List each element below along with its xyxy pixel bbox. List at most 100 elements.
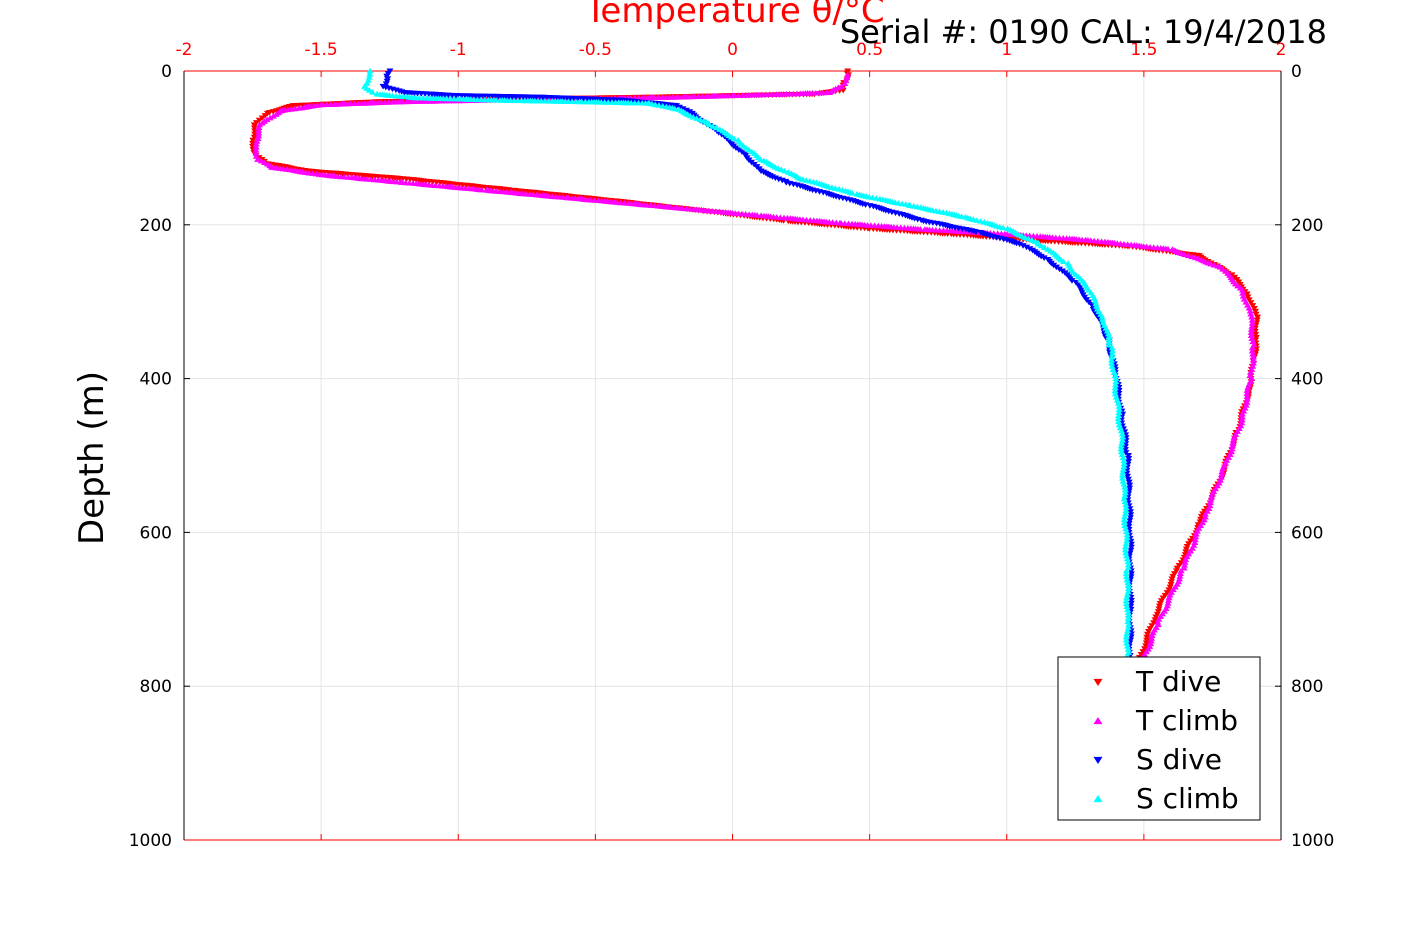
legend-label: S climb (1136, 782, 1239, 815)
data-point (1176, 573, 1184, 579)
data-point (1137, 652, 1145, 658)
x-ticks: -2 -1.5 -1 -0.5 0 0.5 1 1.5 2 (176, 40, 1287, 60)
data-point (1120, 480, 1128, 487)
data-point (249, 140, 257, 147)
data-point (1125, 621, 1133, 628)
data-point (1247, 310, 1255, 317)
data-point (1125, 582, 1133, 589)
data-point (1119, 466, 1127, 472)
data-point (672, 103, 680, 109)
data-point (1139, 649, 1147, 655)
data-point (1176, 570, 1184, 576)
data-point (1217, 474, 1225, 480)
data-point (682, 107, 690, 114)
data-point (1249, 353, 1257, 360)
data-point (848, 190, 856, 196)
data-point (1253, 317, 1261, 324)
data-point (1108, 344, 1116, 351)
y-tick-label-left: 0 (161, 62, 172, 82)
data-point (255, 124, 263, 131)
data-point (999, 224, 1007, 231)
data-point (1055, 266, 1063, 273)
data-point (1229, 439, 1237, 446)
data-point (1249, 303, 1257, 309)
data-point (1150, 620, 1158, 626)
data-point (1124, 615, 1132, 622)
data-point (1148, 623, 1156, 629)
data-point (1247, 329, 1255, 335)
data-point (1125, 524, 1133, 530)
data-point (1121, 522, 1129, 529)
data-point (1123, 652, 1131, 658)
data-point (1123, 470, 1131, 477)
data-point (843, 74, 851, 81)
y-ticks: 0 0 200 200 400 400 600 600 800 800 1000 1000 (129, 62, 1335, 851)
data-point (1146, 626, 1154, 632)
data-point (1124, 624, 1132, 631)
data-point (1247, 332, 1255, 338)
data-point (1252, 334, 1260, 341)
data-point (709, 123, 717, 129)
data-point (1105, 333, 1113, 340)
data-point (1247, 369, 1255, 375)
data-point (1218, 471, 1226, 477)
data-point (1145, 628, 1153, 635)
data-point (1126, 515, 1134, 521)
data-point (671, 105, 679, 112)
x-tick-label: -0.5 (579, 40, 612, 60)
y-tick-label-left: 400 (140, 370, 172, 390)
data-point (1165, 594, 1173, 601)
x-tick-label: 2 (1276, 40, 1287, 60)
data-point (1118, 439, 1126, 446)
data-point (1192, 530, 1200, 537)
data-point (1218, 468, 1226, 475)
data-point (254, 156, 262, 162)
data-point (1121, 447, 1129, 453)
data-point (730, 135, 738, 142)
data-point (256, 121, 264, 128)
y-tick-label-right: 600 (1291, 523, 1323, 543)
data-point (250, 134, 258, 141)
data-point (1052, 264, 1060, 271)
data-point (1105, 341, 1113, 348)
data-point (1121, 510, 1129, 517)
data-point (1122, 636, 1130, 643)
data-point (1123, 534, 1131, 541)
data-point (1098, 313, 1106, 320)
data-point (252, 150, 260, 156)
data-point (1121, 486, 1129, 493)
y-tick-label-right: 400 (1291, 370, 1323, 390)
data-point (1228, 445, 1236, 452)
chart-title: Serial #: 0190 CAL: 19/4/2018 (840, 13, 1327, 51)
data-point (1244, 384, 1252, 390)
data-point (1108, 360, 1116, 366)
data-point (1117, 427, 1125, 434)
data-point (1181, 562, 1189, 568)
data-point (735, 147, 743, 153)
data-point (1180, 564, 1188, 571)
x-tick-label: -1.5 (305, 40, 338, 60)
data-point (1207, 496, 1215, 503)
data-point (1252, 346, 1260, 352)
data-point (1124, 558, 1132, 565)
data-point (1123, 630, 1131, 637)
data-point (1111, 384, 1119, 391)
data-point (1152, 614, 1160, 621)
data-point (1122, 507, 1130, 514)
data-point (1037, 253, 1045, 260)
data-point (1248, 326, 1256, 332)
data-points (249, 67, 1262, 674)
x-tick-label: 1 (1001, 40, 1012, 60)
data-point (1124, 453, 1132, 459)
y-tick-label-left: 1000 (129, 831, 172, 851)
data-point (1105, 336, 1113, 342)
data-point (1091, 297, 1099, 304)
data-point (1244, 294, 1252, 301)
data-point (1108, 356, 1116, 363)
data-point (1123, 528, 1131, 535)
data-point (1248, 344, 1256, 351)
data-point (1252, 311, 1260, 318)
y-tick-label-left: 600 (140, 523, 172, 543)
data-point (1117, 442, 1125, 449)
